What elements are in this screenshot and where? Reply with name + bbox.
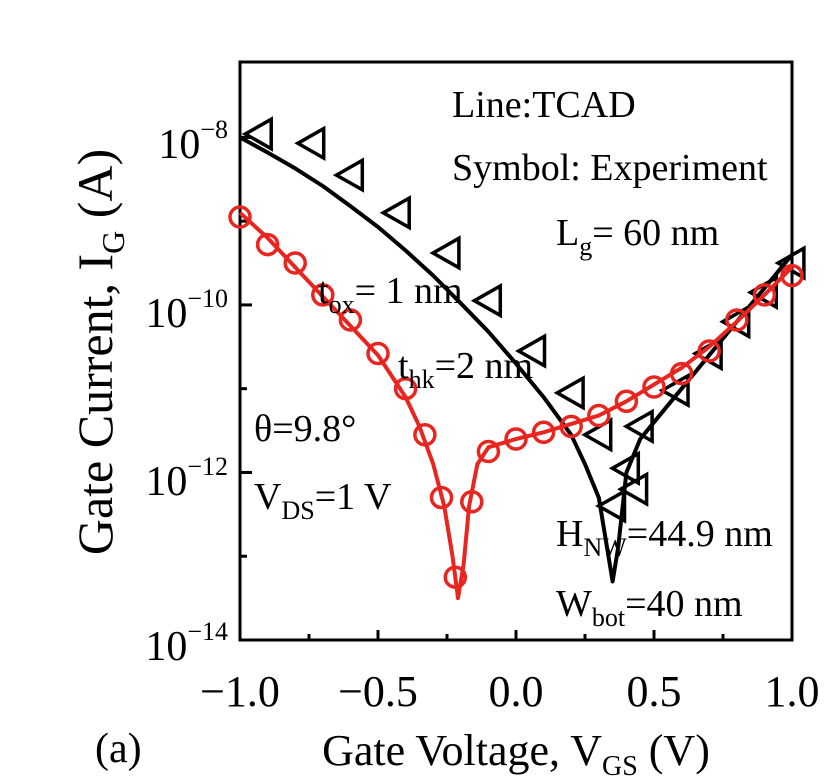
annotation-theta: θ=9.8° bbox=[254, 408, 356, 450]
panel-label: (a) bbox=[95, 726, 142, 772]
series-1-point-12 bbox=[622, 408, 654, 445]
annotation-line-tcad: Line:TCAD bbox=[452, 84, 636, 126]
x-tick-labels: −1.0 −0.5 0.0 0.5 1.0 bbox=[200, 667, 819, 716]
series-3-point-3 bbox=[311, 283, 335, 307]
x-tick-label-m1: −1.0 bbox=[200, 667, 280, 716]
annotation-thk: thk=2 nm bbox=[398, 345, 533, 394]
x-tick-label-1: 1.0 bbox=[765, 667, 820, 716]
annotations: Line:TCAD Symbol: Experiment Lg= 60 nm t… bbox=[254, 84, 773, 632]
series-2-line bbox=[238, 211, 794, 601]
series-1-point-0 bbox=[241, 116, 273, 152]
series-3-point-4 bbox=[338, 308, 363, 332]
series-1-point-10 bbox=[608, 450, 641, 487]
series-3-point-22 bbox=[780, 263, 804, 288]
series-3-point-9 bbox=[443, 565, 468, 589]
y-tick-label-1e-8: 10−8 bbox=[158, 115, 228, 168]
series-1-point-3 bbox=[379, 195, 411, 231]
series-3-point-18 bbox=[669, 361, 694, 386]
x-tick-label-m05: −0.5 bbox=[338, 667, 418, 716]
series-1-point-11 bbox=[617, 471, 649, 507]
series-1-point-7 bbox=[553, 375, 585, 411]
series-3-point-2 bbox=[283, 251, 307, 275]
series-3-point-16 bbox=[614, 389, 639, 414]
series-3-point-14 bbox=[559, 414, 583, 439]
series-3-point-7 bbox=[413, 423, 437, 447]
series-3-point-6 bbox=[393, 376, 418, 401]
series-1-point-1 bbox=[294, 125, 326, 162]
x-axis-title: Gate Voltage, VGS (V) bbox=[322, 726, 710, 782]
annotation-wbot: Wbot=40 nm bbox=[556, 583, 743, 632]
x-tick-label-0: 0.0 bbox=[489, 667, 544, 716]
series-3-point-21 bbox=[752, 283, 777, 307]
series-3-point-1 bbox=[255, 232, 280, 257]
series-3-point-12 bbox=[504, 427, 528, 451]
y-tick-labels: 10−8 10−10 10−12 10−14 bbox=[145, 115, 228, 670]
annotation-vds: VDS=1 V bbox=[254, 476, 392, 525]
series-layer bbox=[228, 116, 806, 601]
series-0-line bbox=[239, 135, 794, 584]
series-1-point-9 bbox=[595, 488, 627, 524]
series-3-point-0 bbox=[228, 205, 252, 229]
series-1-point-8 bbox=[581, 417, 613, 453]
annotation-gate-length: Lg= 60 nm bbox=[556, 212, 719, 261]
y-axis-title: Gate Current, IG (A) bbox=[67, 149, 131, 555]
y-tick-label-1e-10: 10−10 bbox=[145, 284, 228, 337]
series-3-point-8 bbox=[429, 485, 454, 510]
series-1-point-6 bbox=[515, 333, 547, 369]
series-3-point-17 bbox=[642, 375, 666, 399]
series-3-point-5 bbox=[366, 341, 390, 366]
series-1-point-2 bbox=[332, 157, 365, 193]
series-3-point-11 bbox=[476, 439, 501, 464]
annotation-symbol-experiment: Symbol: Experiment bbox=[452, 147, 768, 189]
y-tick-label-1e-14: 10−14 bbox=[145, 617, 228, 670]
y-tick-label-1e-12: 10−12 bbox=[145, 452, 228, 505]
series-3-point-15 bbox=[587, 403, 611, 428]
series-3-point-10 bbox=[460, 490, 484, 514]
series-3-point-13 bbox=[531, 420, 556, 445]
series-1-point-4 bbox=[429, 235, 461, 271]
series-3-point-20 bbox=[725, 308, 749, 332]
series-1-point-5 bbox=[470, 282, 503, 319]
annotation-tox: tox= 1 nm bbox=[318, 270, 463, 319]
annotation-hnw: HNW=44.9 nm bbox=[556, 513, 773, 562]
series-3-point-19 bbox=[697, 339, 721, 363]
x-tick-label-05: 0.5 bbox=[627, 667, 682, 716]
